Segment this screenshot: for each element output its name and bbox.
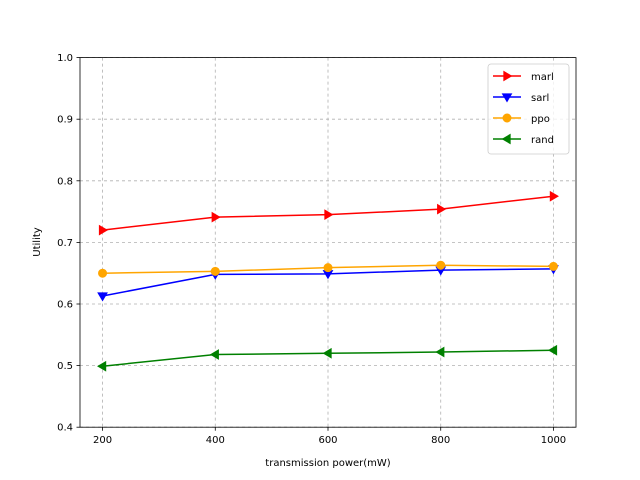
legend-marker-marl — [503, 70, 513, 82]
data-point-marl — [211, 211, 221, 223]
legend-label: rand — [531, 135, 554, 146]
data-point-ppo — [210, 266, 220, 276]
y-tick-label: 0.9 — [57, 115, 73, 126]
x-tick-label: 200 — [93, 435, 112, 446]
y-tick-label: 0.8 — [57, 176, 73, 187]
data-point-marl — [98, 224, 109, 236]
data-point-rand — [547, 344, 558, 356]
x-tick-label: 600 — [318, 435, 337, 446]
data-point-rand — [322, 347, 332, 359]
data-point-rand — [209, 349, 219, 360]
y-tick-label: 0.4 — [57, 423, 73, 434]
series-layer — [97, 190, 559, 372]
legend-item-ppo: ppo — [493, 113, 550, 125]
data-point-rand — [97, 360, 107, 372]
data-point-ppo — [436, 260, 446, 270]
legend-item-rand: rand — [493, 133, 554, 146]
data-point-marl — [437, 203, 447, 215]
series-rand — [97, 344, 558, 372]
legend-box — [487, 63, 570, 155]
series-ppo — [98, 260, 558, 278]
data-point-ppo — [98, 268, 108, 278]
y-tick-label: 0.7 — [57, 238, 73, 249]
x-axis-label: transmission power(mW) — [265, 458, 390, 469]
data-point-rand — [435, 346, 445, 358]
legend-marker-sarl — [501, 93, 513, 103]
x-tick-label: 400 — [206, 435, 225, 446]
data-point-ppo — [323, 263, 333, 273]
legend: marl sarl ppo rand — [487, 63, 570, 155]
y-tick-label: 0.5 — [57, 361, 73, 372]
legend-item-sarl: sarl — [493, 93, 549, 104]
y-axis-label: Utility — [32, 227, 43, 256]
legend-item-marl: marl — [493, 70, 554, 83]
x-tick-label: 800 — [431, 435, 450, 446]
legend-label: marl — [531, 72, 554, 83]
x-tick-label: 1000 — [541, 435, 566, 446]
y-tick-label: 1.0 — [57, 53, 73, 64]
data-point-marl — [549, 190, 559, 202]
data-point-sarl — [97, 292, 108, 302]
data-point-marl — [324, 209, 334, 221]
legend-label: sarl — [531, 93, 549, 104]
data-point-ppo — [548, 261, 558, 271]
legend-marker-ppo — [502, 113, 512, 123]
legend-marker-rand — [501, 133, 511, 145]
axis-ticks: 200 400 600 800 1000 0.4 0.5 0.6 0.7 0.8 0.9 1.0 — [57, 53, 566, 446]
legend-label: ppo — [531, 114, 550, 125]
y-tick-label: 0.6 — [57, 300, 73, 311]
series-marl — [98, 190, 559, 236]
